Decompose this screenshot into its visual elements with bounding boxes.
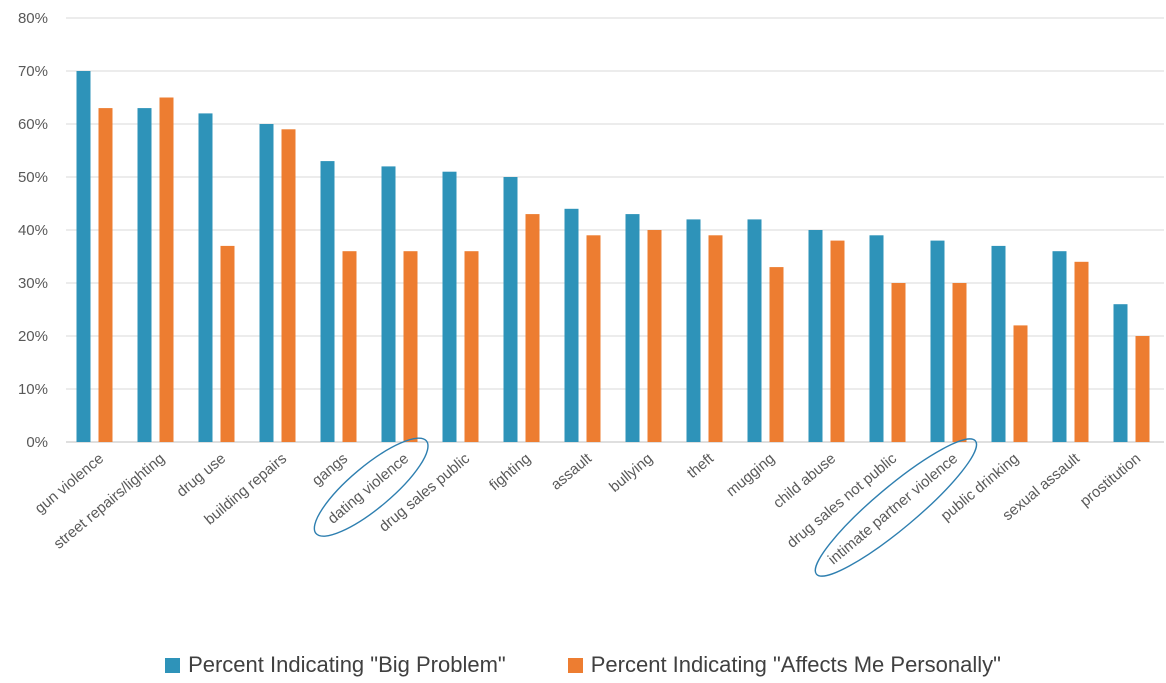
legend-swatch-big-problem [165,657,181,673]
bar-affects-me [342,251,357,442]
bar-affects-me [464,251,479,442]
bar-affects-me [220,245,235,442]
highlight-oval [814,438,978,577]
bar-affects-me [403,251,418,442]
y-tick-label: 20% [18,328,48,345]
x-category-label: theft [684,450,718,482]
bar-affects-me [708,235,723,442]
x-category-label: assault [548,450,596,494]
x-category-label: fighting [486,450,534,494]
bar-affects-me [1074,261,1089,442]
y-tick-label: 80% [18,10,48,27]
highlight-ovals [313,437,978,577]
bar-affects-me [1013,325,1028,442]
bar-affects-me [830,240,845,442]
bar-big-problem [686,219,701,442]
x-category-label: prostitution [1077,450,1144,510]
bar-affects-me [98,108,113,442]
bar-big-problem [1052,251,1067,442]
x-category-label: bullying [606,450,656,496]
bar-affects-me [1135,336,1150,442]
legend: Percent Indicating "Big Problem" Percent… [0,650,1166,680]
bar-affects-me [952,283,967,442]
bar-big-problem [930,240,945,442]
y-tick-label: 0% [26,434,48,451]
y-axis-ticks: 0% 10% 20% 30% 40% 50% 60% 70% 80% [18,10,48,451]
bar-chart: 0% 10% 20% 30% 40% 50% 60% 70% 80% gun violences… [18,10,1164,577]
bar-affects-me [525,214,540,442]
y-tick-label: 40% [18,222,48,239]
bar-affects-me [281,129,296,443]
bars [76,71,1150,443]
bar-big-problem [869,235,884,442]
x-category-label: mugging [723,450,778,500]
legend-item-big-problem: Percent Indicating "Big Problem" [165,652,506,678]
bar-big-problem [320,161,335,442]
bar-big-problem [259,124,274,442]
x-category-label: drug use [173,450,229,501]
y-tick-label: 70% [18,63,48,80]
y-tick-label: 30% [18,275,48,292]
bar-big-problem [808,230,823,442]
bar-affects-me [891,283,906,442]
x-category-label: drug sales not public [784,450,901,552]
legend-label-affects-me: Percent Indicating "Affects Me Personall… [590,652,1001,677]
bar-affects-me [159,97,174,442]
bar-big-problem [564,208,579,442]
legend-label-big-problem: Percent Indicating "Big Problem" [188,652,506,677]
y-tick-label: 10% [18,381,48,398]
bar-affects-me [586,235,601,442]
bar-big-problem [747,219,762,442]
bar-affects-me [769,267,784,442]
bar-big-problem [1113,304,1128,442]
bar-big-problem [198,113,213,443]
highlight-oval [313,437,429,537]
bar-big-problem [76,71,91,442]
gridlines [66,17,1164,443]
bar-big-problem [137,108,152,442]
bar-big-problem [381,166,396,442]
y-tick-label: 60% [18,116,48,133]
bar-affects-me [647,230,662,442]
bar-big-problem [442,171,457,442]
bar-big-problem [503,177,518,442]
legend-swatch-affects-me [567,657,583,673]
y-tick-label: 50% [18,169,48,186]
legend-item-affects-me: Percent Indicating "Affects Me Personall… [567,652,1001,678]
bar-big-problem [991,245,1006,442]
bar-big-problem [625,214,640,442]
x-category-label: street repairs/lighting [50,450,168,553]
